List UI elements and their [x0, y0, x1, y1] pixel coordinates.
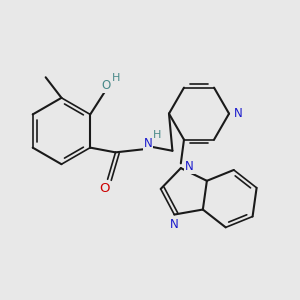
Text: N: N: [233, 107, 242, 120]
Text: N: N: [185, 160, 194, 173]
Text: N: N: [170, 218, 179, 231]
Text: N: N: [144, 137, 152, 150]
Text: O: O: [102, 79, 111, 92]
Text: H: H: [153, 130, 161, 140]
Text: H: H: [112, 73, 121, 83]
Text: O: O: [99, 182, 110, 195]
